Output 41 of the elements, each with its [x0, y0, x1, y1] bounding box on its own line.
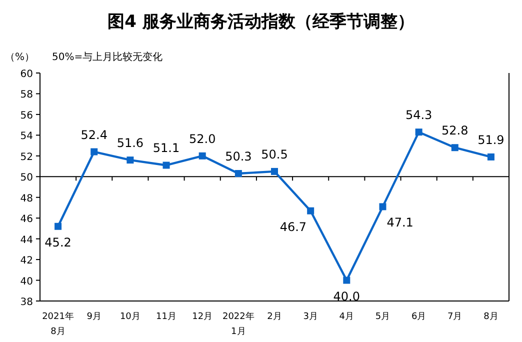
- y-tick-label: 56: [20, 110, 33, 122]
- y-tick-label: 44: [20, 234, 33, 246]
- x-tick-label: 12月: [192, 312, 213, 322]
- data-label: 50.5: [261, 147, 288, 162]
- x-tick-label: 3月: [303, 312, 318, 322]
- data-label: 47.1: [386, 216, 414, 230]
- data-label: 50.3: [225, 150, 252, 164]
- data-label: 51.6: [116, 136, 144, 150]
- y-tick-label: 40: [20, 276, 33, 288]
- data-label: 51.1: [152, 141, 180, 156]
- data-label: 46.7: [280, 220, 307, 234]
- data-label: 40.0: [333, 289, 360, 304]
- data-label: 51.9: [478, 132, 504, 147]
- y-tick-label: 60: [20, 69, 33, 80]
- x-tick-label: 10月: [120, 312, 140, 322]
- x-tick-label: 7月: [448, 312, 462, 322]
- y-tick-label: 46: [20, 214, 33, 226]
- x-tick-label: 2021年 8月: [42, 311, 74, 337]
- data-label: 52.0: [188, 132, 216, 146]
- x-tick-label: 2022年 1月: [222, 311, 254, 337]
- y-tick-label: 48: [20, 193, 33, 204]
- x-tick-label: 5月: [375, 312, 390, 322]
- x-tick-label: 6月: [411, 312, 426, 322]
- y-tick-label: 38: [20, 297, 33, 308]
- data-label: 54.3: [405, 108, 432, 122]
- data-label: 52.8: [442, 124, 468, 138]
- x-tick-label: 9月: [86, 312, 102, 322]
- data-label: 52.4: [80, 128, 108, 142]
- y-tick-label: 58: [20, 90, 33, 101]
- y-tick-label: 50: [20, 172, 33, 184]
- y-tick-label: 52: [20, 152, 33, 163]
- text: 50%=与上月比较无变化: [52, 51, 163, 63]
- x-tick-label: 2月: [267, 312, 282, 322]
- x-tick-label: 4月: [339, 312, 354, 322]
- chart-title: 图4 服务业商务活动指数（经季节调整）: [108, 12, 414, 32]
- data-label: 45.2: [44, 235, 72, 250]
- y-tick-label: 42: [20, 256, 33, 267]
- x-tick-label: 8月: [484, 312, 498, 322]
- y-tick-label: 54: [20, 131, 33, 142]
- x-tick-label: 11月: [156, 312, 176, 322]
- y-axis-title: （%）: [5, 52, 35, 63]
